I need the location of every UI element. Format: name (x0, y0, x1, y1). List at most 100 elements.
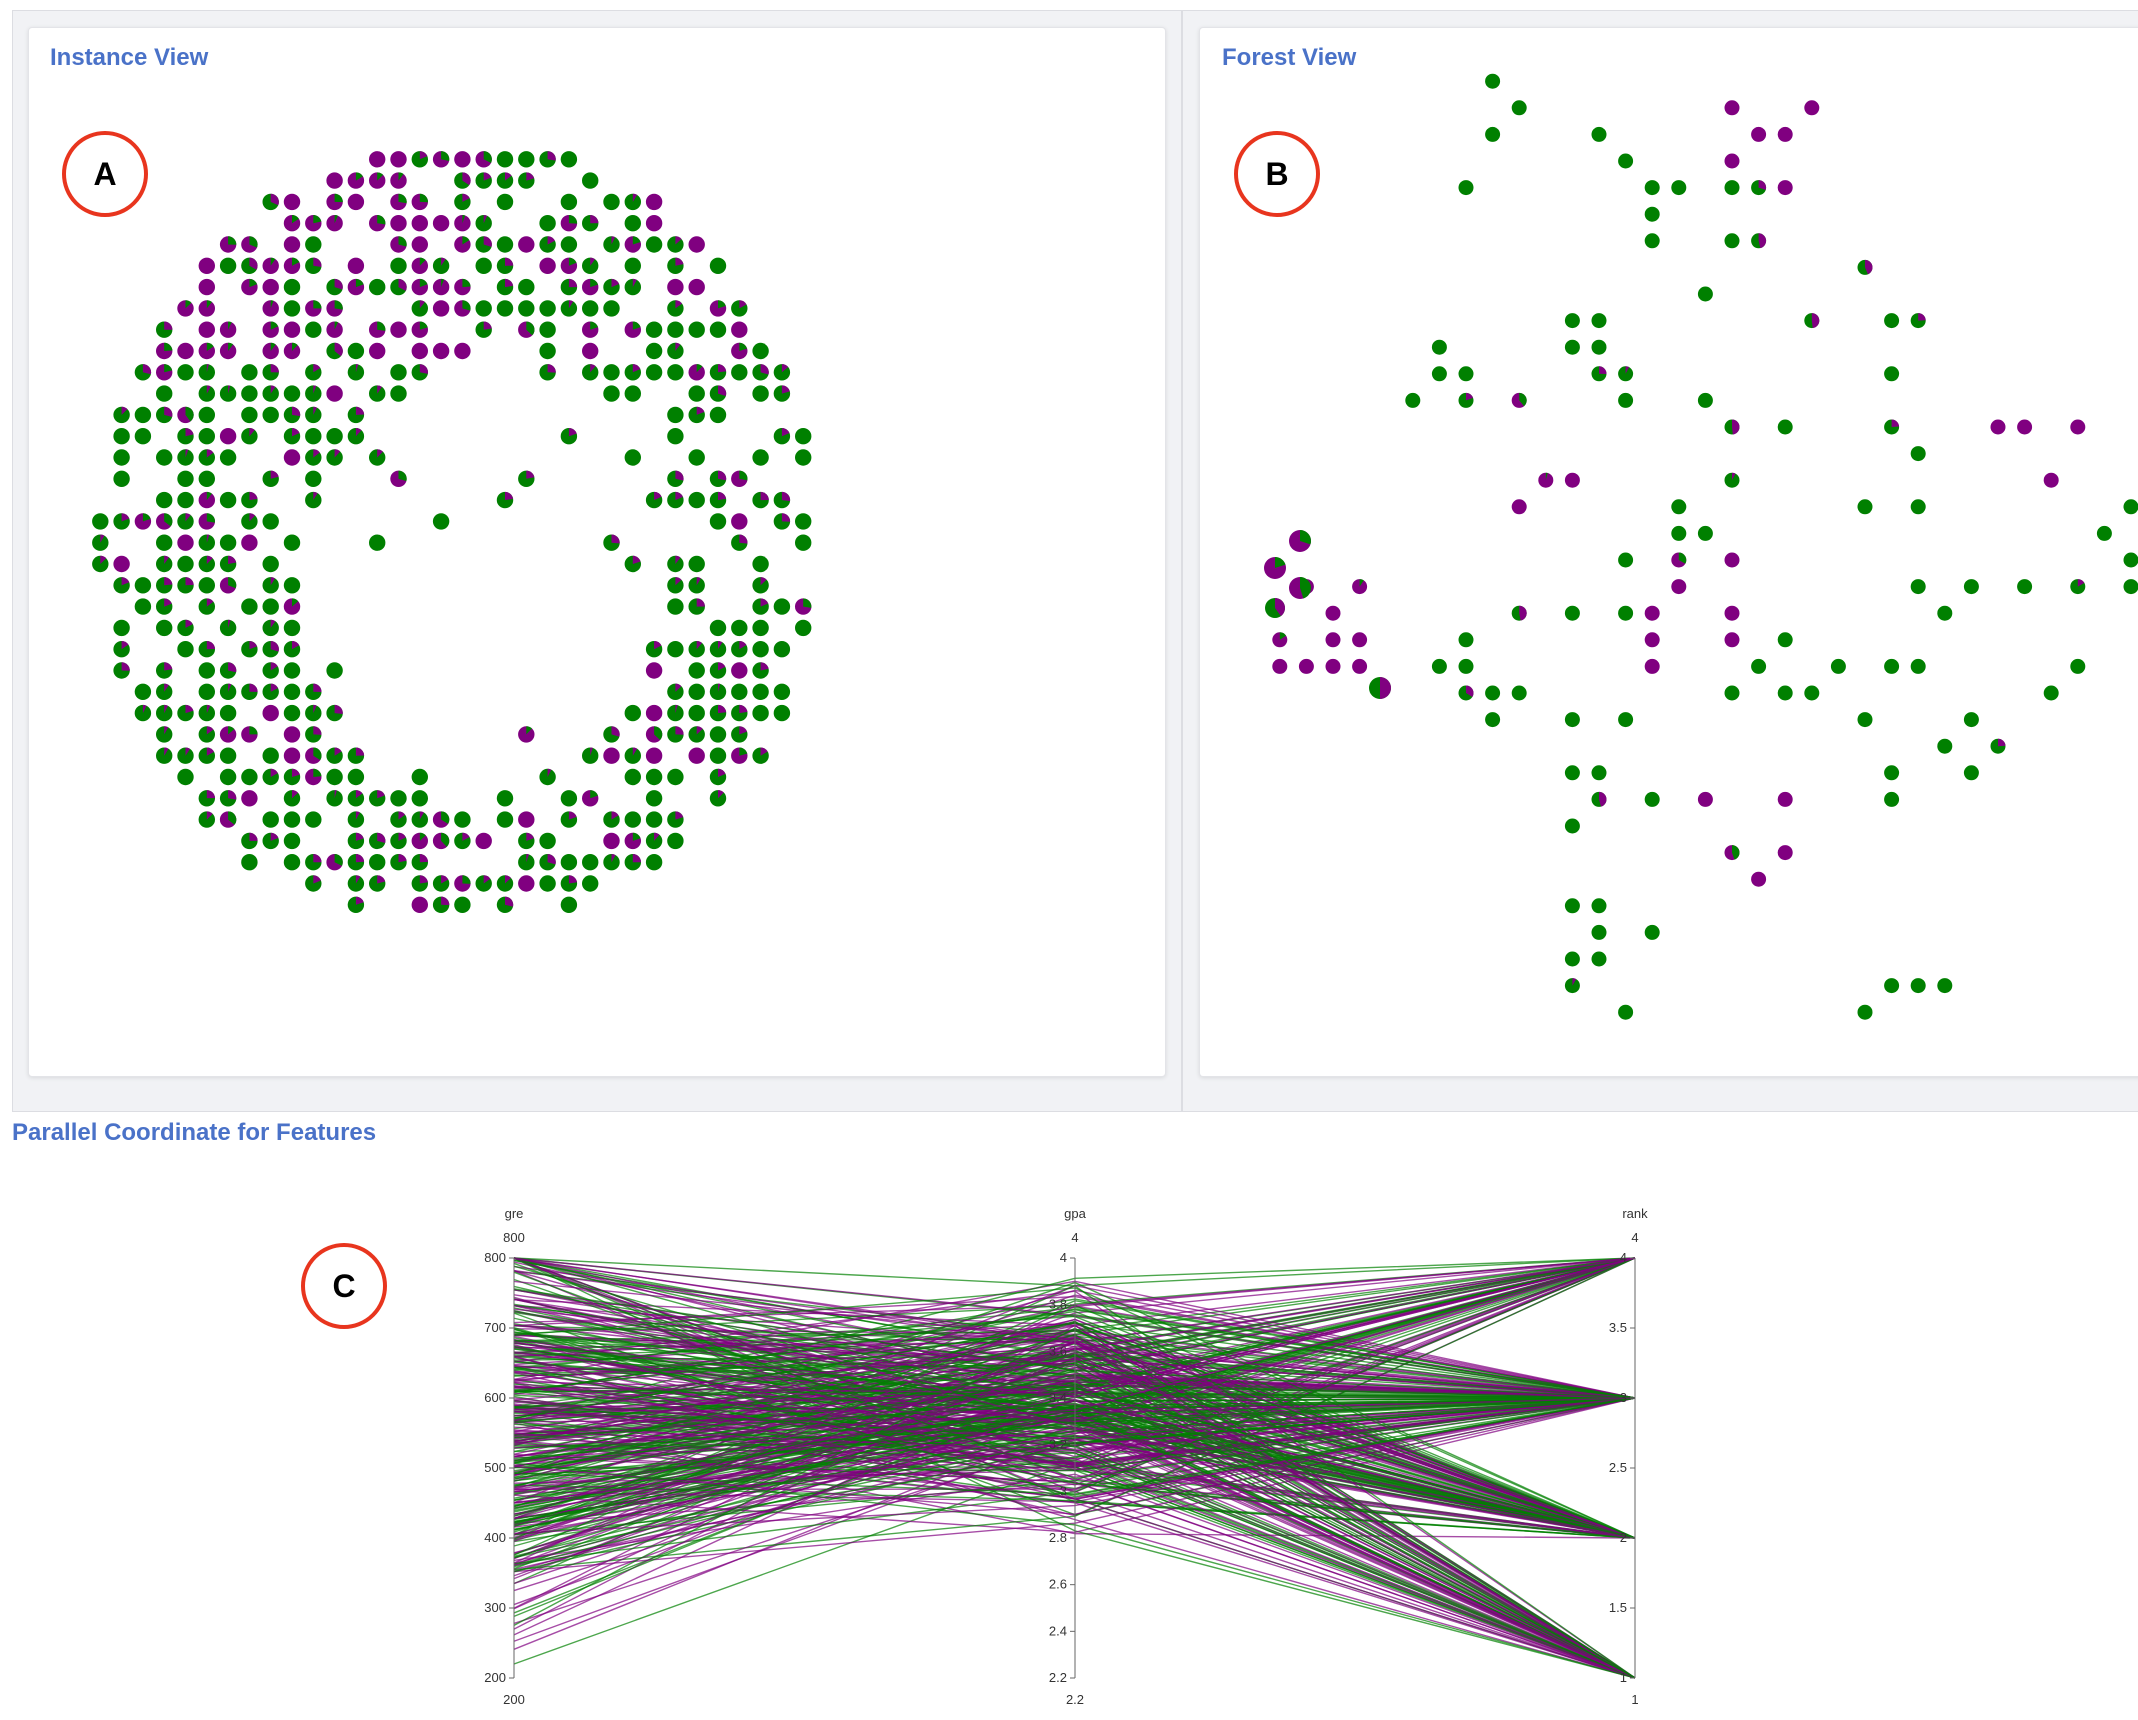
instance-point[interactable] (241, 406, 258, 424)
instance-point[interactable] (496, 236, 514, 253)
instance-point[interactable] (177, 364, 194, 381)
instance-point[interactable] (411, 300, 428, 317)
instance-point[interactable] (156, 364, 173, 381)
forest-node[interactable] (1884, 765, 1900, 781)
instance-point[interactable] (539, 257, 556, 274)
instance-point[interactable] (624, 278, 641, 296)
instance-point[interactable] (624, 364, 641, 381)
instance-point[interactable] (262, 321, 279, 338)
instance-point[interactable] (305, 406, 322, 424)
instance-point[interactable] (156, 683, 173, 700)
instance-point[interactable] (198, 683, 215, 700)
instance-point[interactable] (667, 726, 684, 743)
instance-point[interactable] (518, 726, 535, 743)
instance-point[interactable] (795, 534, 812, 551)
instance-point[interactable] (688, 577, 705, 594)
instance-point[interactable] (518, 811, 535, 828)
instance-point[interactable] (752, 747, 769, 764)
instance-point[interactable] (219, 747, 237, 764)
instance-point[interactable] (262, 747, 279, 764)
instance-point[interactable] (454, 215, 471, 232)
instance-point[interactable] (411, 364, 428, 381)
forest-node[interactable] (1485, 126, 1501, 142)
instance-point[interactable] (773, 364, 791, 381)
instance-point[interactable] (198, 534, 215, 551)
instance-point[interactable] (731, 683, 748, 700)
instance-point[interactable] (262, 470, 279, 487)
instance-point[interactable] (283, 278, 301, 296)
forest-node[interactable] (1644, 605, 1660, 621)
forest-node[interactable] (1697, 525, 1713, 541)
forest-node[interactable] (1564, 765, 1580, 781)
instance-point[interactable] (262, 300, 279, 317)
forest-node[interactable] (1485, 73, 1501, 89)
forest-node[interactable] (1458, 632, 1474, 648)
instance-point[interactable] (560, 257, 578, 274)
forest-node[interactable] (1591, 339, 1607, 355)
instance-point[interactable] (198, 342, 215, 360)
forest-node[interactable] (1591, 765, 1607, 781)
forest-node[interactable] (1564, 898, 1580, 914)
instance-point[interactable] (475, 300, 492, 317)
instance-point[interactable] (496, 811, 514, 828)
instance-point[interactable] (305, 321, 322, 338)
instance-point[interactable] (369, 151, 386, 168)
instance-point[interactable] (454, 236, 471, 253)
instance-point[interactable] (667, 257, 684, 274)
instance-point[interactable] (752, 491, 769, 509)
instance-point[interactable] (219, 811, 237, 828)
forest-node[interactable] (2017, 419, 2033, 435)
forest-node[interactable] (1884, 419, 1900, 435)
instance-point[interactable] (262, 342, 279, 360)
instance-point[interactable] (454, 342, 471, 360)
instance-point[interactable] (645, 768, 663, 786)
instance-point[interactable] (582, 321, 599, 338)
instance-point[interactable] (709, 747, 727, 764)
forest-node[interactable] (1910, 658, 1926, 674)
instance-point[interactable] (262, 513, 279, 530)
instance-point[interactable] (219, 555, 237, 573)
instance-point[interactable] (198, 257, 215, 274)
instance-point[interactable] (432, 896, 450, 913)
instance-point[interactable] (475, 215, 492, 232)
forest-node[interactable] (1724, 472, 1740, 488)
instance-point[interactable] (241, 726, 258, 743)
instance-point[interactable] (560, 236, 578, 253)
instance-point[interactable] (582, 278, 599, 296)
instance-point[interactable] (347, 172, 365, 189)
instance-point[interactable] (539, 875, 556, 892)
instance-point[interactable] (709, 790, 727, 807)
instance-point[interactable] (582, 300, 599, 317)
forest-node[interactable] (1458, 392, 1474, 408)
instance-point[interactable] (198, 385, 215, 402)
instance-point[interactable] (773, 385, 791, 402)
instance-point[interactable] (113, 513, 130, 530)
instance-point[interactable] (709, 300, 727, 317)
instance-point[interactable] (432, 215, 450, 232)
instance-point[interactable] (731, 321, 748, 338)
instance-point[interactable] (198, 555, 215, 573)
instance-point[interactable] (198, 470, 215, 487)
instance-point[interactable] (113, 641, 130, 658)
instance-point[interactable] (752, 683, 769, 700)
forest-node[interactable] (1564, 712, 1580, 728)
forest-node[interactable] (1910, 499, 1926, 515)
instance-point[interactable] (347, 406, 365, 424)
instance-point[interactable] (709, 683, 727, 700)
instance-point[interactable] (688, 449, 705, 466)
forest-node[interactable] (2070, 419, 2086, 435)
forest-node[interactable] (1618, 153, 1634, 169)
instance-point[interactable] (198, 726, 215, 743)
instance-point[interactable] (645, 641, 663, 658)
instance-point[interactable] (156, 321, 173, 338)
instance-point[interactable] (709, 619, 727, 637)
instance-point[interactable] (709, 257, 727, 274)
instance-point[interactable] (773, 683, 791, 700)
instance-point[interactable] (582, 747, 599, 764)
instance-point[interactable] (326, 193, 343, 211)
forest-node[interactable] (1910, 446, 1926, 462)
instance-point[interactable] (113, 449, 130, 466)
instance-point[interactable] (283, 193, 301, 211)
instance-point[interactable] (369, 172, 386, 189)
forest-node[interactable] (1963, 712, 1979, 728)
